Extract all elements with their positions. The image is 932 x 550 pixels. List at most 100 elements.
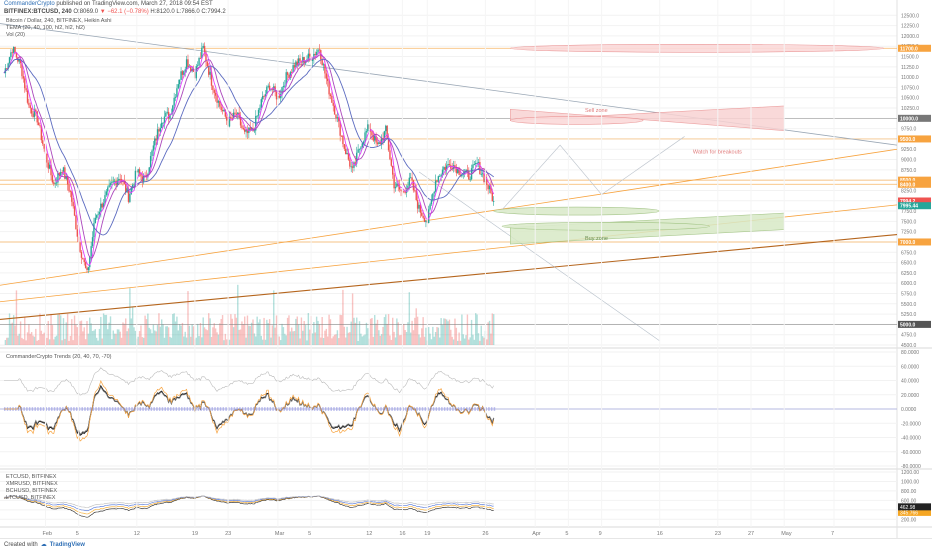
volume-bar	[349, 332, 351, 345]
pair-label-xmr[interactable]: XMRUSD, BITFINEX	[6, 481, 58, 487]
volume-bar	[284, 333, 286, 345]
volume-bar	[329, 319, 332, 345]
volume-bar	[369, 318, 372, 345]
candle-body	[325, 73, 328, 79]
candle-body	[138, 169, 141, 174]
volume-bar	[462, 334, 464, 345]
volume-bar	[300, 317, 303, 345]
volume-bar	[241, 321, 243, 345]
volume-bar	[196, 323, 199, 345]
time-tick-label: 27	[748, 531, 754, 537]
candle-body	[473, 164, 476, 165]
volume-bar	[37, 339, 40, 345]
price-badge	[898, 238, 931, 246]
candle-body	[213, 89, 215, 93]
osc-histogram-bar	[291, 407, 294, 411]
candle-body	[434, 180, 437, 192]
volume-bar	[214, 328, 217, 345]
volume-bar	[118, 329, 120, 345]
candle-body	[32, 113, 34, 117]
volume-bar	[29, 333, 31, 345]
osc-histogram-bar	[26, 407, 28, 411]
tradingview-brand[interactable]: TradingView	[49, 541, 85, 548]
pair-label-bch[interactable]: BCHUSD, BITFINEX	[6, 488, 58, 494]
sell-ellipse	[510, 116, 644, 125]
osc-histogram-bar	[73, 407, 75, 411]
volume-bar	[43, 332, 45, 345]
candle-body	[239, 116, 242, 126]
candle-body	[461, 174, 463, 177]
volume-bars	[4, 284, 495, 345]
volume-bar	[213, 323, 215, 345]
osc-histogram-bar	[319, 407, 321, 411]
candle-body	[149, 155, 152, 168]
price-axis[interactable]: 4500.0 4750.0 5000.0 5250.0 5500.0 5750.0 6000…	[898, 13, 931, 349]
osc-histogram-bar	[67, 407, 70, 411]
volume-bar	[244, 316, 246, 345]
candle-body	[293, 65, 296, 68]
cmp-badge-label: 345.766	[900, 510, 918, 516]
volume-bar	[192, 326, 195, 345]
osc-histogram-bar	[280, 407, 283, 411]
candle-body	[195, 66, 197, 79]
comparison-series-line	[3, 495, 494, 512]
volume-bar	[53, 339, 55, 345]
candle-body	[100, 203, 102, 212]
trends-label[interactable]: CommanderCrypto Trends (20, 40, 70, -70)	[6, 354, 112, 360]
volume-bar	[288, 315, 290, 345]
candle-body	[302, 57, 304, 63]
volume-bar	[418, 334, 420, 345]
candle-body	[11, 52, 13, 54]
candle-body	[145, 175, 148, 178]
candle-body	[26, 90, 29, 103]
pair-label-ltc[interactable]: LTCUSD, BITFINEX	[6, 495, 56, 501]
candle-body	[112, 181, 114, 183]
candle-body	[421, 212, 423, 216]
candle-body	[199, 58, 202, 59]
osc-tick-label: 40.0000	[901, 379, 919, 385]
osc-histogram-bar	[120, 407, 122, 411]
osc-tick-label: -40.0000	[901, 436, 921, 442]
volume-bar	[433, 336, 435, 345]
price-tick-label: 7500.0	[901, 219, 917, 225]
trade-zones[interactable]	[493, 43, 885, 245]
volume-bar	[66, 313, 69, 345]
indicator-tema[interactable]: TEMA (20, 40, 100, hl2, hl2, hl2)	[6, 25, 85, 31]
osc-histogram-bar	[100, 407, 103, 411]
volume-bar	[403, 323, 405, 345]
volume-bar	[353, 317, 355, 345]
osc-histogram-bar	[253, 407, 255, 411]
candle-body	[393, 174, 395, 189]
indicator-vol[interactable]: Vol (20)	[6, 32, 25, 38]
volume-bar	[230, 314, 232, 345]
candle-body	[264, 94, 267, 97]
volume-bar	[166, 326, 168, 345]
osc-histogram-bar	[225, 407, 227, 411]
volume-bar	[419, 337, 422, 345]
candle-body	[419, 204, 422, 213]
candle-body	[407, 185, 409, 191]
candle-body	[458, 167, 460, 175]
price-tick-label: 7250.0	[901, 230, 917, 236]
osc-histogram-bar	[161, 407, 164, 411]
ohlc-open: O:8069.0	[73, 9, 99, 15]
time-tick-label: 12	[134, 531, 140, 537]
osc-histogram-bar	[258, 407, 261, 411]
osc-histogram-bar	[103, 407, 106, 411]
candle-body	[327, 78, 329, 82]
volume-bar	[112, 330, 114, 345]
author-link[interactable]: CommanderCrypto	[4, 1, 55, 7]
candle-body	[71, 191, 73, 202]
volume-bar	[278, 336, 280, 345]
volume-bar	[415, 308, 417, 345]
volume-bar	[17, 335, 19, 345]
time-axis[interactable]: Feb 5 12 19 23 Mar 5 12 16 19 26 Apr 5 9 16 23 27 May 7	[43, 0, 835, 537]
volume-bar	[231, 318, 233, 345]
volume-bar	[32, 335, 34, 345]
volume-bar	[380, 334, 383, 345]
pair-label-etc[interactable]: ETCUSD, BITFINEX	[6, 474, 57, 480]
osc-histogram-bar	[421, 407, 424, 411]
volume-bar	[82, 331, 84, 345]
candle-body	[129, 194, 131, 202]
